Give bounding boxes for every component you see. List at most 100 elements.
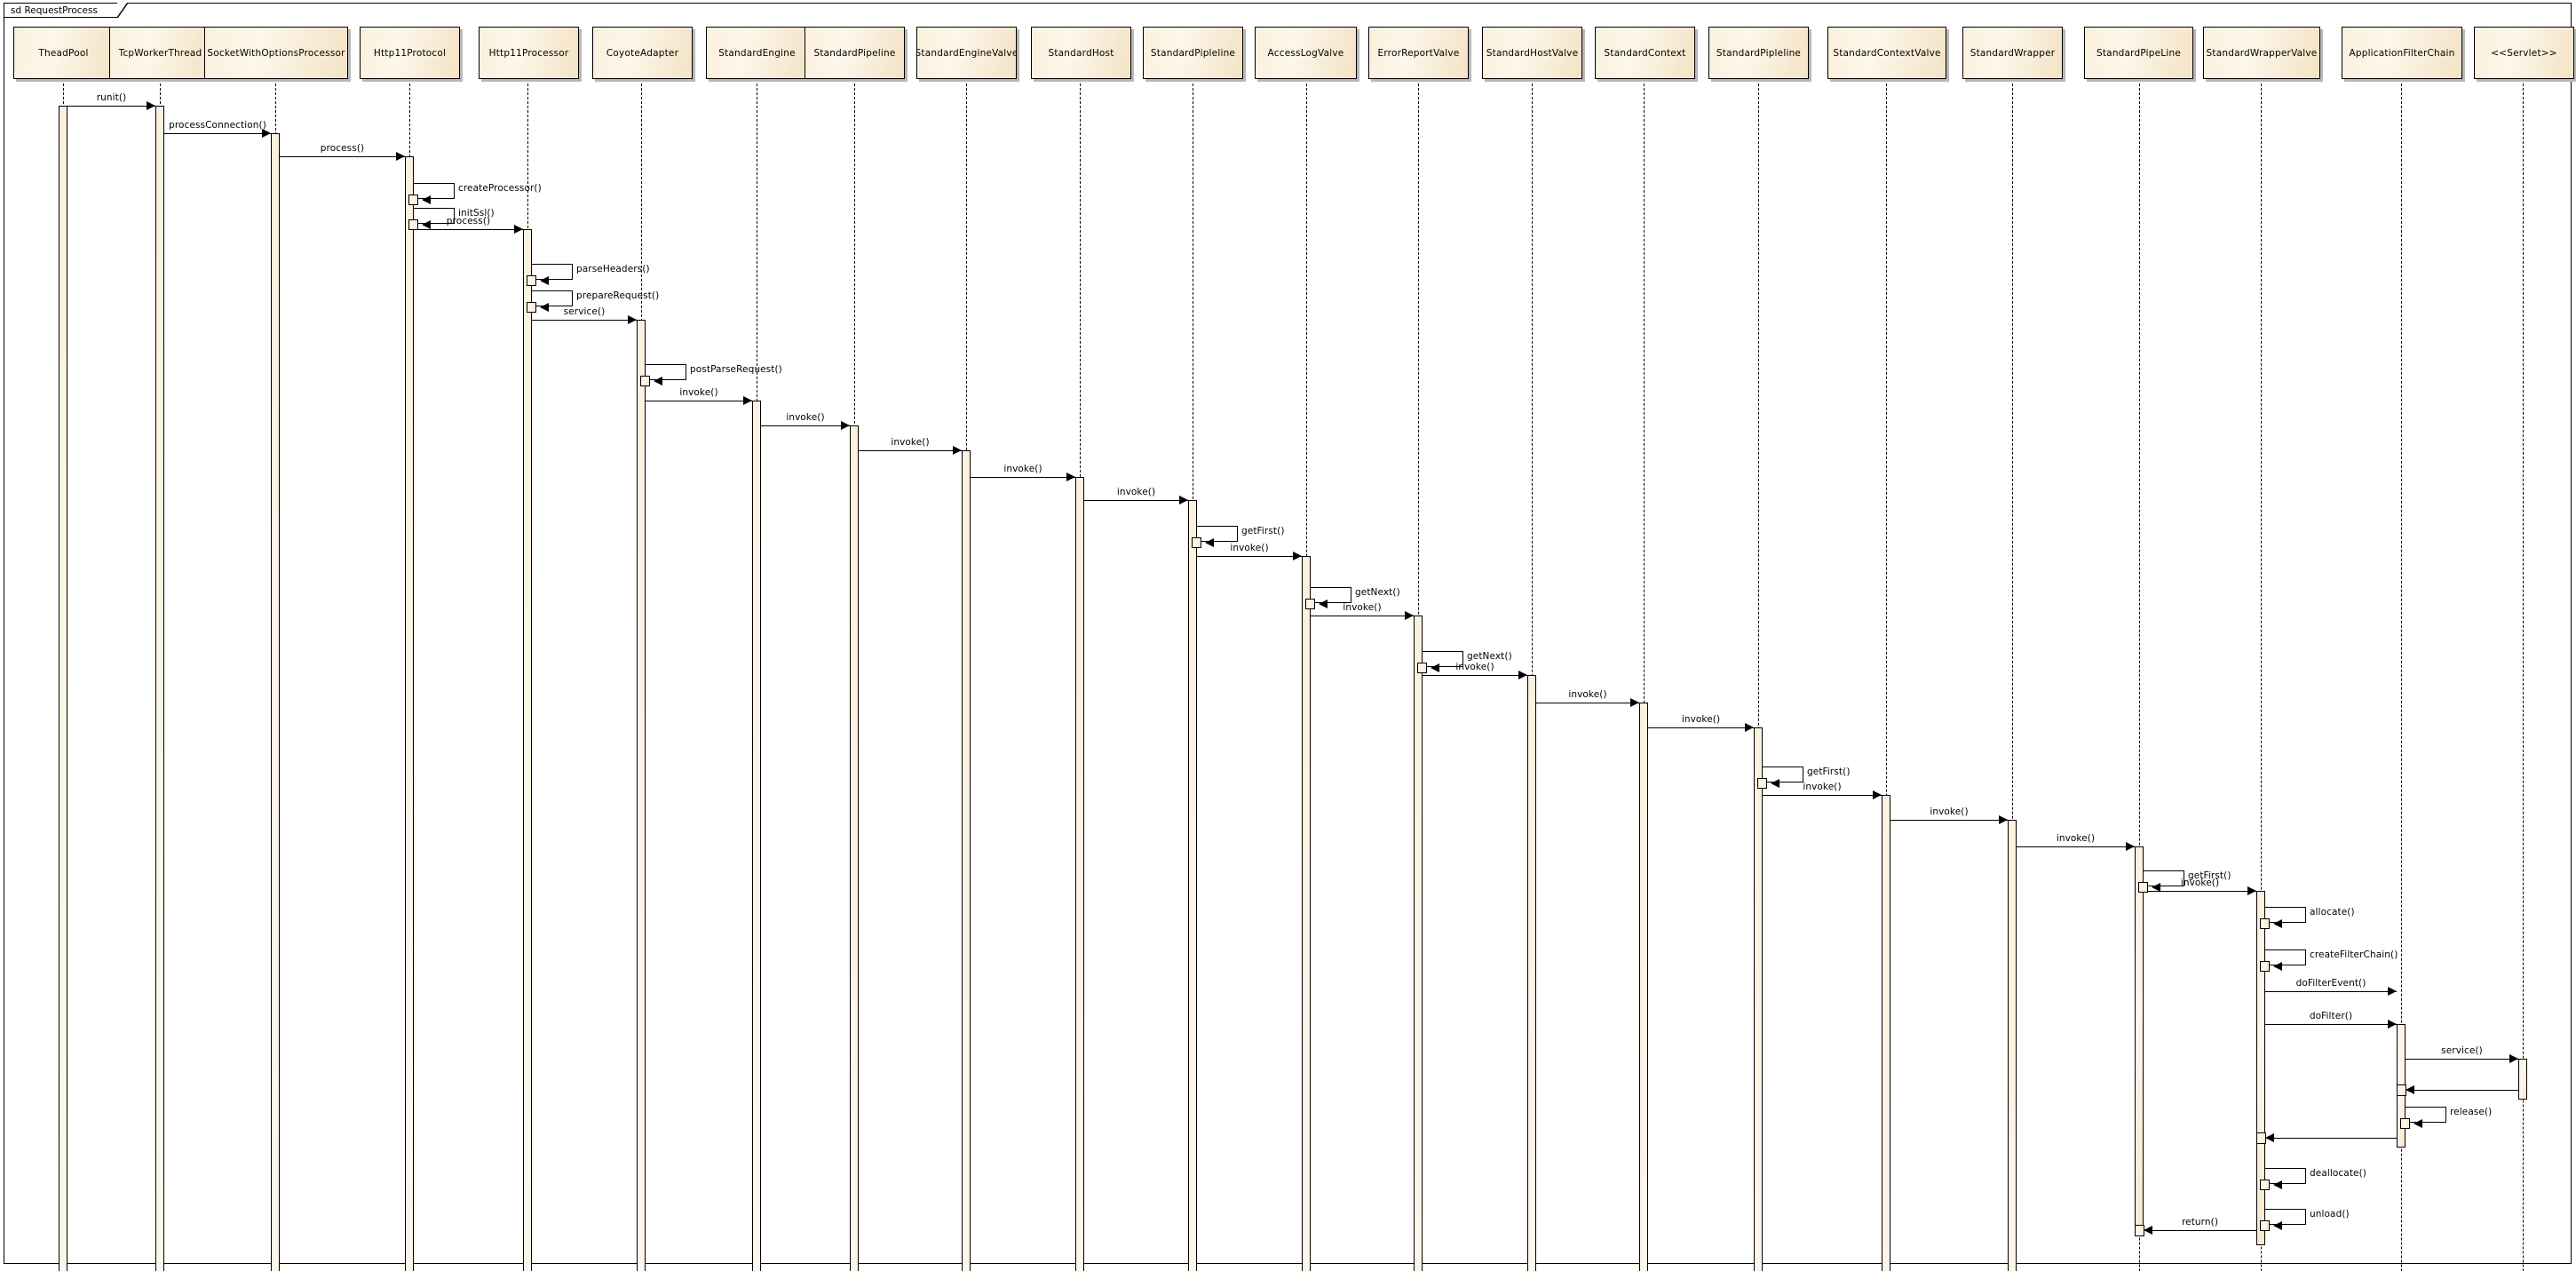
activation-bar-standardhost: [1075, 477, 1084, 1271]
lifeline-header-socketprocessor[interactable]: SocketWithOptionsProcessor: [204, 27, 348, 79]
lifeline-header-standardhost[interactable]: StandardHost: [1031, 27, 1131, 79]
message-line-34: [2406, 1090, 2518, 1091]
lifeline-header-standardwrapper[interactable]: StandardWrapper: [1962, 27, 2063, 79]
lifeline-label: StandardPipleline: [1150, 48, 1236, 59]
self-message-29: [2265, 907, 2306, 923]
self-message-30: [2265, 949, 2306, 965]
self-return-stub-35: [2400, 1118, 2410, 1129]
arrowhead-left-37: [2273, 1180, 2282, 1189]
lifeline-label: Http11Processor: [488, 48, 569, 59]
lifeline-header-tcpworkerthread[interactable]: TcpWorkerThread: [109, 27, 211, 79]
lifeline-header-standardenginevalve[interactable]: StandardEngineValve: [916, 27, 1017, 79]
activation-bar-coyoteadapter: [637, 320, 646, 1271]
message-line-24: [1763, 795, 1882, 796]
arrowhead-left-17: [1319, 600, 1328, 608]
message-label-17: getNext(): [1355, 587, 1400, 598]
message-label-38: unload(): [2310, 1209, 2350, 1219]
message-line-33: [2406, 1059, 2518, 1060]
self-return-stub-9: [640, 376, 650, 386]
arrowhead-left-19: [1431, 663, 1439, 672]
lifeline-label: StandardPipeLine: [2096, 48, 2181, 59]
arrowhead-left-3: [422, 195, 431, 204]
lifeline-stem-applicationfilterchain: [2401, 79, 2402, 1271]
lifeline-header-servlet[interactable]: <<Servlet>>: [2474, 27, 2574, 79]
message-line-32: [2265, 1024, 2397, 1025]
arrowhead-right-20: [1518, 671, 1527, 679]
lifeline-stem-standardcontext: [1644, 79, 1645, 1271]
message-label-3: createProcessor(): [458, 183, 542, 194]
arrowhead-right-2: [396, 152, 405, 161]
lifeline-header-standardpipeline4[interactable]: StandardPipeLine: [2084, 27, 2193, 79]
activation-bar-standardpipleline2: [1188, 500, 1197, 1271]
lifeline-label: StandardWrapper: [1970, 48, 2056, 59]
lifeline-header-standardhostvalve[interactable]: StandardHostValve: [1482, 27, 1582, 79]
message-line-2: [280, 156, 405, 157]
message-label-6: parseHeaders(): [576, 264, 650, 274]
message-label-16: invoke(): [1230, 543, 1269, 553]
activation-bar-socketprocessor: [271, 133, 280, 1271]
arrowhead-left-34: [2406, 1085, 2414, 1094]
lifeline-stem-standardwrappervalve: [2261, 79, 2262, 1271]
message-label-31: doFilterEvent(): [2295, 978, 2366, 989]
arrowhead-left-38: [2273, 1221, 2282, 1230]
message-line-28: [2144, 891, 2256, 892]
lifeline-stem-standardwrapper: [2012, 79, 2013, 1271]
message-label-5: process(): [446, 216, 491, 226]
message-label-13: invoke(): [1003, 464, 1042, 474]
activation-bar-errorreportvalve: [1414, 616, 1423, 1271]
lifeline-header-accesslogvalve[interactable]: AccessLogValve: [1255, 27, 1357, 79]
activation-bar-standardenginevalve: [962, 450, 971, 1271]
lifeline-header-http11protocol[interactable]: Http11Protocol: [360, 27, 460, 79]
message-label-28: invoke(): [2180, 878, 2220, 888]
lifeline-header-standardpipeline1[interactable]: StandardPipeline: [805, 27, 905, 79]
message-label-19: getNext(): [1467, 651, 1512, 662]
self-return-stub-15: [1192, 537, 1201, 548]
arrowhead-left-4: [422, 220, 431, 229]
lifeline-label: StandardHost: [1048, 48, 1114, 59]
message-line-22: [1648, 727, 1754, 728]
lifeline-label: TheadPool: [38, 48, 89, 59]
frame-tab-corner: [117, 3, 128, 18]
lifeline-header-coyoteadapter[interactable]: CoyoteAdapter: [592, 27, 693, 79]
message-label-18: invoke(): [1343, 602, 1382, 613]
arrowhead-right-12: [953, 446, 962, 455]
self-return-stub-29: [2260, 918, 2270, 929]
lifeline-label: <<Servlet>>: [2491, 48, 2557, 59]
lifeline-header-standardwrappervalve[interactable]: StandardWrapperValve: [2203, 27, 2320, 79]
self-return-stub-38: [2260, 1220, 2270, 1231]
arrowhead-right-1: [262, 129, 271, 138]
message-label-15: getFirst(): [1241, 526, 1285, 536]
arrowhead-right-26: [2126, 842, 2135, 851]
lifeline-label: ApplicationFilterChain: [2349, 48, 2455, 59]
lifeline-header-standardpipleline3[interactable]: StandardPipleline: [1708, 27, 1809, 79]
lifeline-header-errorreportvalve[interactable]: ErrorReportValve: [1368, 27, 1469, 79]
lifeline-header-threadpool[interactable]: TheadPool: [13, 27, 114, 79]
lifeline-label: AccessLogValve: [1267, 48, 1344, 59]
message-line-36: [2265, 1138, 2397, 1139]
lifeline-label: CoyoteAdapter: [606, 48, 679, 59]
message-label-39: return(): [2181, 1217, 2219, 1227]
arrowhead-left-35: [2414, 1119, 2422, 1128]
lifeline-label: SocketWithOptionsProcessor: [207, 48, 345, 59]
message-label-21: invoke(): [1568, 689, 1607, 700]
lifeline-header-standardcontextvalve[interactable]: StandardContextValve: [1827, 27, 1946, 79]
self-return-stub-3: [408, 195, 418, 205]
arrowhead-right-13: [1066, 473, 1075, 481]
message-line-14: [1084, 500, 1188, 501]
lifeline-header-applicationfilterchain[interactable]: ApplicationFilterChain: [2342, 27, 2462, 79]
lifeline-header-standardengine[interactable]: StandardEngine: [706, 27, 808, 79]
arrowhead-right-25: [1999, 815, 2008, 824]
lifeline-label: TcpWorkerThread: [118, 48, 202, 59]
message-line-26: [2017, 846, 2135, 847]
message-label-8: service(): [563, 306, 606, 317]
lifeline-header-http11processor[interactable]: Http11Processor: [479, 27, 579, 79]
self-return-stub-7: [527, 302, 536, 313]
lifeline-header-standardcontext[interactable]: StandardContext: [1595, 27, 1695, 79]
message-label-32: doFilter(): [2309, 1011, 2353, 1021]
activation-bar-standardcontextvalve: [1882, 795, 1890, 1271]
message-line-5: [414, 229, 523, 230]
self-message-37: [2265, 1168, 2306, 1184]
self-return-stub-19: [1417, 663, 1427, 673]
self-message-4: [414, 208, 455, 224]
lifeline-header-standardpipleline2[interactable]: StandardPipleline: [1143, 27, 1243, 79]
